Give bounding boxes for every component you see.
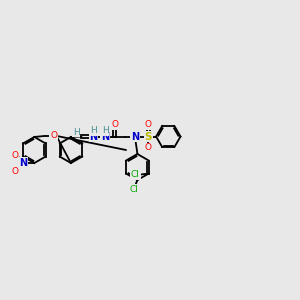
Text: O: O: [50, 131, 57, 140]
Text: H: H: [90, 126, 97, 135]
Text: N: N: [19, 158, 27, 168]
Text: Cl: Cl: [129, 185, 138, 194]
Text: Cl: Cl: [131, 170, 140, 179]
Text: N: N: [131, 131, 139, 142]
Text: N: N: [90, 131, 98, 142]
Text: S: S: [145, 131, 152, 142]
Text: H: H: [102, 126, 109, 135]
Text: O: O: [11, 167, 18, 176]
Text: O: O: [111, 120, 118, 129]
Text: O: O: [145, 120, 152, 129]
Text: H: H: [73, 128, 80, 136]
Text: N: N: [101, 131, 109, 142]
Text: O: O: [145, 143, 152, 152]
Text: O: O: [11, 151, 18, 160]
